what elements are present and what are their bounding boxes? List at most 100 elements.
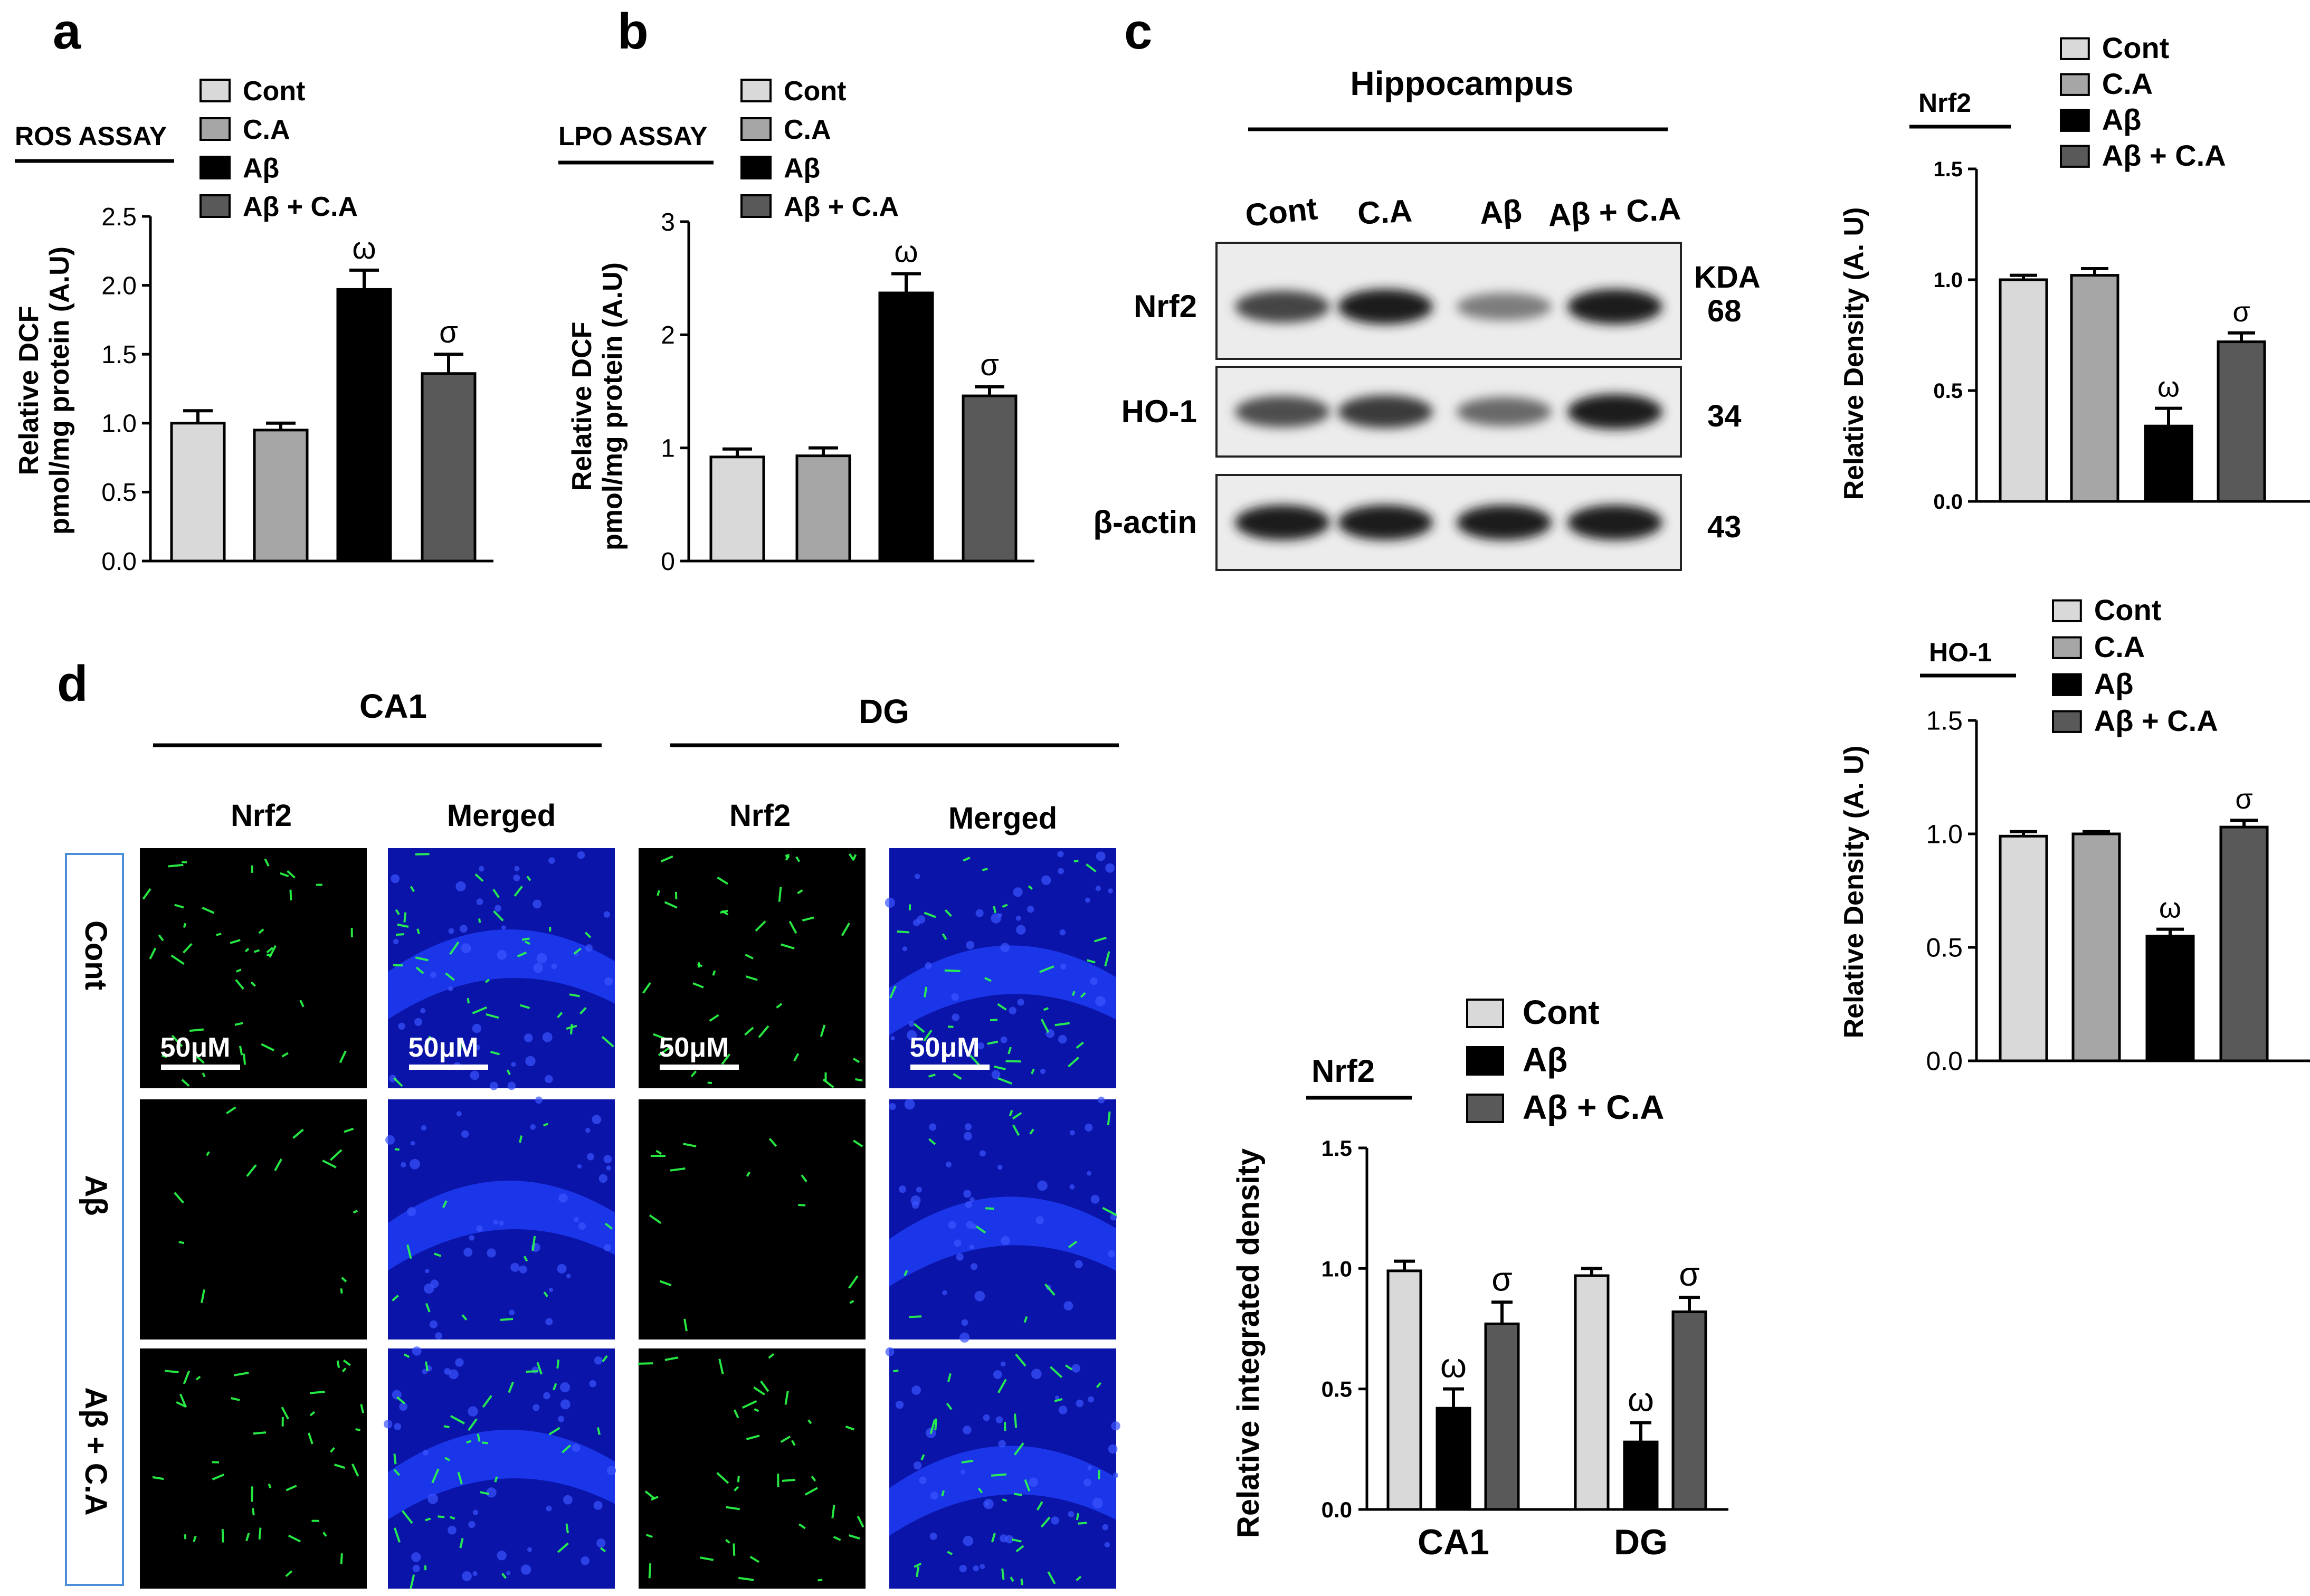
legend-label: C.A: [2102, 67, 2153, 100]
nucleus-dot: [385, 1135, 395, 1145]
nrf2-signal: [1013, 1442, 1024, 1456]
nucleus-dot: [577, 851, 585, 859]
nrf2-signal: [216, 933, 222, 936]
legend-label: Cont: [2094, 593, 2162, 626]
nrf2-signal: [742, 1400, 757, 1409]
blot-kda: 43: [1707, 510, 1742, 544]
nrf2-signal: [953, 1073, 962, 1080]
nrf2-signal: [253, 949, 260, 953]
significance-mark: σ: [2232, 296, 2250, 328]
group-label: DG: [1614, 1522, 1668, 1562]
nucleus-dot: [1016, 925, 1026, 935]
nrf2-signal: [941, 1490, 945, 1497]
nucleus-dot: [548, 857, 555, 864]
nrf2-signal: [410, 1574, 415, 1589]
nrf2-signal: [987, 1040, 999, 1045]
nrf2-signal: [393, 1454, 397, 1465]
y-axis-label: Relative Density (A. U): [1839, 746, 1869, 1039]
nucleus-dot: [435, 1332, 442, 1340]
nucleus-dot: [557, 1264, 567, 1274]
nucleus-dot: [455, 881, 466, 892]
nrf2-signal: [1094, 936, 1107, 943]
blot-band: [1567, 289, 1662, 325]
nrf2-signal: [963, 857, 971, 862]
nrf2-signal: [700, 1556, 714, 1561]
nrf2-signal: [426, 1036, 431, 1047]
nrf2-signal: [570, 1024, 573, 1034]
nrf2-signal: [468, 1418, 478, 1431]
nucleus-dot: [917, 915, 926, 924]
nrf2-signal: [1031, 1068, 1035, 1075]
nucleus-dot: [966, 940, 975, 949]
nrf2-signal: [733, 1409, 739, 1419]
nucleus-dot: [1060, 963, 1067, 970]
y-tick-label: 1.0: [1322, 1256, 1352, 1281]
nucleus-dot: [519, 1265, 527, 1274]
scale-bar: [910, 1065, 990, 1070]
nrf2-signal: [929, 1419, 936, 1434]
nrf2-signal: [600, 1547, 606, 1553]
y-tick-label: 1.0: [101, 410, 137, 438]
nrf2-signal: [231, 1397, 240, 1401]
nrf2-signal: [307, 1432, 313, 1445]
nrf2-signal: [193, 1535, 197, 1542]
ho1-density-chart: HO-1 0.0 0.5 1.0 1.5 Relative Density (A. U) ω…: [1839, 593, 2310, 1076]
nrf2-signal: [909, 1315, 922, 1318]
y-tick-label: 0.0: [1322, 1497, 1352, 1522]
nucleus-dot: [1105, 863, 1115, 873]
nucleus-dot: [997, 1164, 1003, 1170]
nucleus-dot: [606, 1466, 616, 1475]
nrf2-signal: [206, 1151, 210, 1156]
scale-bar-label: 50μM: [408, 1032, 479, 1063]
nucleus-dot: [1076, 1399, 1084, 1408]
nrf2-signal: [1024, 1479, 1031, 1492]
nrf2-signal: [845, 1426, 854, 1431]
nucleus-dot: [420, 1008, 426, 1014]
significance-mark: σ: [2235, 783, 2252, 815]
nrf2-signal: [234, 1372, 249, 1376]
scale-bar-label: 50μM: [659, 1032, 729, 1063]
nucleus-dot: [384, 1419, 393, 1429]
y-tick-label: 2.5: [101, 203, 137, 231]
nrf2-signal: [848, 1534, 860, 1540]
nucleus-dot: [908, 1021, 915, 1027]
nrf2-signal: [394, 1148, 400, 1151]
nucleus-dot: [543, 1392, 550, 1400]
nrf2-signal: [738, 1576, 754, 1581]
legend-swatch: [199, 194, 231, 218]
nrf2-signal: [579, 1006, 587, 1015]
legend-swatch: [2060, 109, 2090, 132]
nrf2-signal: [749, 1555, 760, 1563]
nrf2-signal: [947, 1551, 953, 1555]
nucleus-dot: [1026, 906, 1034, 913]
nrf2-signal: [174, 904, 184, 909]
legend-label: Aβ + C.A: [2102, 139, 2226, 172]
nucleus-dot: [983, 1414, 990, 1421]
nrf2-signal: [798, 1523, 806, 1530]
nucleus-dot: [598, 1174, 608, 1183]
nucleus-dot: [1035, 1216, 1044, 1224]
nucleus-dot: [1000, 1361, 1006, 1367]
nucleus-dot: [1063, 1301, 1073, 1311]
nrf2-signal: [285, 1570, 293, 1578]
nrf2-signal: [697, 963, 703, 967]
nucleus-dot: [929, 1532, 937, 1540]
nucleus-dot: [1059, 929, 1066, 936]
nrf2-signal: [768, 1353, 775, 1359]
nucleus-dot: [596, 1538, 606, 1548]
y-tick-label: 0.5: [1926, 933, 1963, 963]
nrf2-signal: [506, 1069, 511, 1076]
nucleus-dot: [520, 1564, 531, 1575]
nucleus-dot: [1087, 1465, 1092, 1470]
nucleus-dot: [1069, 1184, 1075, 1190]
nucleus-dot: [533, 963, 544, 973]
nrf2-signal: [438, 1515, 445, 1518]
nrf2-signal: [415, 966, 424, 974]
significance-mark: σ: [439, 315, 458, 349]
nucleus-dot: [916, 1186, 922, 1193]
nrf2-signal: [717, 876, 729, 885]
nrf2-signal: [442, 1200, 448, 1209]
bar-dg-1: [1574, 1274, 1610, 1511]
nrf2-signal: [243, 1053, 246, 1065]
legend-label: Aβ: [784, 153, 820, 184]
